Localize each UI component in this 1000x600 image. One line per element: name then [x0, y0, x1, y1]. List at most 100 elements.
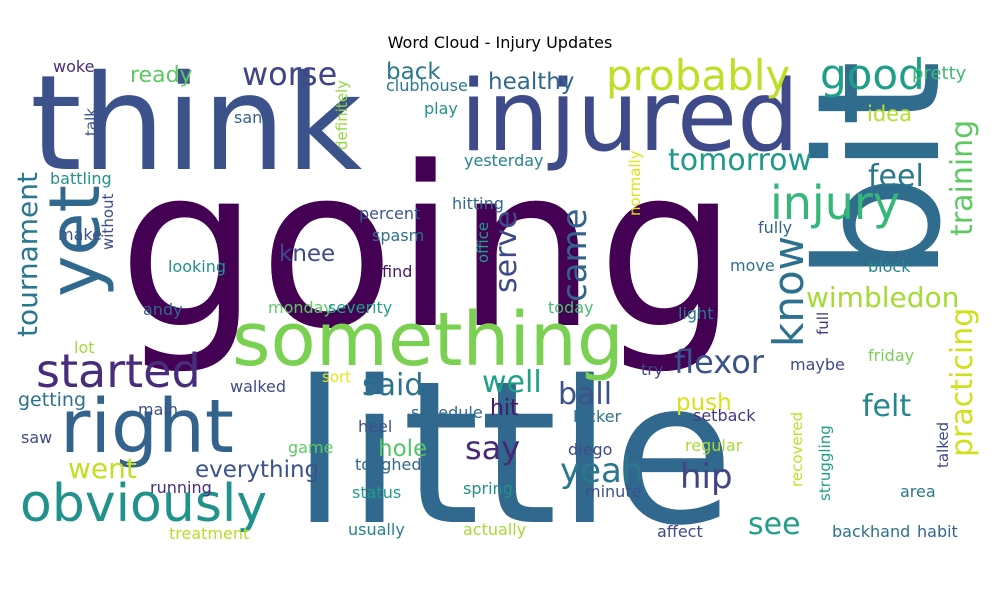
- word-something: something: [232, 297, 624, 383]
- word-spasm: spasm: [372, 226, 425, 245]
- word-percent: percent: [359, 204, 421, 223]
- word-office: office: [474, 222, 492, 264]
- word-yeah: yeah: [560, 451, 644, 491]
- word-came: came: [555, 208, 595, 302]
- word-flexor: flexor: [674, 343, 764, 381]
- word-healthy: healthy: [488, 69, 575, 95]
- word-serve: serve: [489, 210, 524, 293]
- word-normally: normally: [626, 150, 644, 216]
- word-woke: woke: [53, 57, 95, 76]
- word-monday: monday: [268, 298, 333, 317]
- word-looking: looking: [168, 257, 227, 276]
- word-went: went: [68, 452, 137, 485]
- word-locker: locker: [573, 407, 622, 426]
- word-tomorrow: tomorrow: [668, 143, 813, 178]
- word-obviously: obviously: [20, 474, 268, 534]
- word-struggling: struggling: [816, 425, 834, 501]
- word-san: san: [234, 108, 263, 127]
- word-say: say: [465, 429, 521, 467]
- word-said: said: [362, 368, 424, 403]
- word-idea: idea: [867, 102, 912, 126]
- word-knee: knee: [279, 241, 336, 267]
- word-minute: minute: [585, 482, 642, 501]
- word-habit: habit: [917, 522, 958, 541]
- word-ball: ball: [558, 377, 613, 412]
- word-see: see: [748, 507, 801, 542]
- word-schedule: schedule: [411, 403, 483, 422]
- word-toughed: toughed: [355, 455, 422, 474]
- word-setback: setback: [693, 406, 756, 425]
- word-full: full: [814, 312, 832, 336]
- word-injury: injury: [770, 176, 901, 230]
- word-status: status: [352, 483, 402, 502]
- word-andy: andy: [143, 300, 183, 319]
- word-friday: friday: [868, 346, 915, 365]
- word-saw: saw: [21, 428, 53, 447]
- word-maybe: maybe: [790, 355, 845, 374]
- word-started: started: [36, 344, 201, 398]
- word-hip: hip: [680, 457, 733, 497]
- word-today: today: [548, 298, 594, 317]
- word-felt: felt: [862, 389, 912, 424]
- word-little: little: [292, 338, 735, 569]
- word-definitely: definitely: [333, 80, 351, 151]
- word-worse: worse: [242, 55, 338, 93]
- word-sort: sort: [322, 368, 352, 386]
- word-practicing: practicing: [945, 308, 980, 458]
- word-running: running: [150, 478, 212, 497]
- word-well: well: [482, 365, 542, 400]
- word-heel: heel: [358, 417, 393, 436]
- chart-title: Word Cloud - Injury Updates: [387, 33, 613, 52]
- word-try: try: [641, 360, 664, 379]
- word-backhand: backhand: [832, 522, 911, 541]
- word-actually: actually: [463, 520, 527, 539]
- word-wimbledon: wimbledon: [806, 281, 960, 314]
- word-area: area: [900, 482, 936, 501]
- word-walked: walked: [230, 377, 287, 396]
- word-hole: hole: [378, 436, 428, 462]
- word-hit: hit: [490, 396, 519, 421]
- word-game: game: [288, 438, 334, 457]
- word-play: play: [424, 99, 458, 118]
- word-move: move: [730, 256, 775, 275]
- word-clubhouse: clubhouse: [386, 76, 468, 95]
- word-battling: battling: [50, 169, 112, 188]
- word-diego: diego: [568, 440, 613, 459]
- word-everything: everything: [195, 457, 320, 483]
- word-without: without: [99, 194, 117, 251]
- word-affect: affect: [657, 522, 703, 541]
- word-push: push: [676, 390, 732, 416]
- word-spring: spring: [463, 479, 513, 498]
- word-lot: lot: [74, 338, 95, 357]
- word-right: right: [60, 384, 234, 470]
- word-training: training: [945, 120, 980, 237]
- word-talked: talked: [934, 422, 952, 469]
- word-treatment: treatment: [169, 524, 250, 543]
- word-good: good: [820, 50, 925, 99]
- word-pretty: pretty: [912, 63, 967, 84]
- word-recovered: recovered: [788, 412, 806, 488]
- word-feel: feel: [868, 159, 924, 194]
- word-regular: regular: [685, 436, 743, 455]
- word-getting: getting: [18, 389, 87, 411]
- word-know: know: [764, 236, 813, 347]
- word-tournament: tournament: [11, 172, 44, 338]
- word-block: block: [868, 257, 911, 276]
- word-severity: severity: [328, 298, 393, 317]
- word-main: main: [138, 400, 178, 419]
- word-think: think: [30, 47, 363, 201]
- word-injured: injured: [460, 60, 800, 174]
- word-usually: usually: [348, 520, 405, 539]
- word-find: find: [382, 262, 413, 281]
- word-probably: probably: [606, 51, 791, 100]
- word-light: light: [678, 304, 714, 323]
- word-ready: ready: [130, 63, 193, 88]
- word-fully: fully: [758, 218, 793, 237]
- word-yesterday: yesterday: [464, 151, 544, 170]
- word-hitting: hitting: [452, 194, 504, 213]
- word-make: make: [58, 225, 102, 244]
- word-talk: talk: [82, 108, 100, 136]
- word-going: going: [118, 120, 739, 378]
